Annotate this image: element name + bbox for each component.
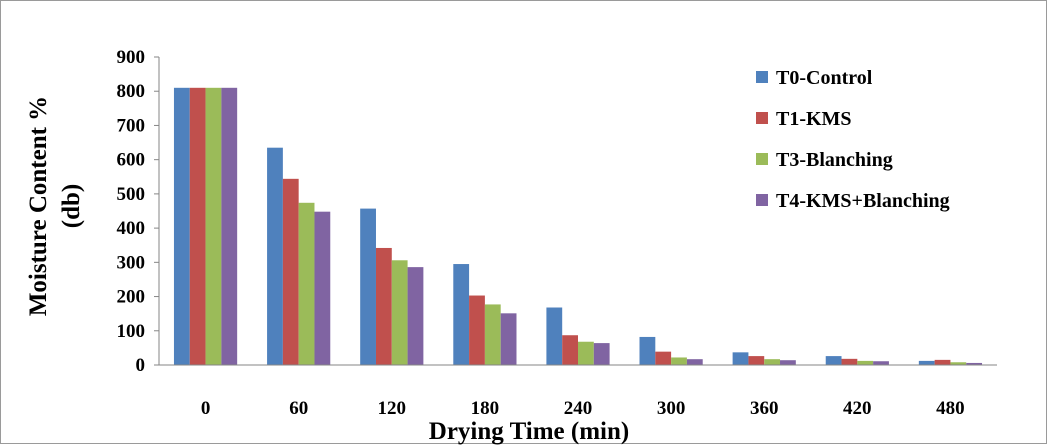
legend-label-t3-blanching: T3-Blanching xyxy=(776,149,893,171)
bar-t0-control-0 xyxy=(173,87,190,366)
x-tick-labels: 0 60 120 180 240 300 360 420 480 xyxy=(201,398,965,419)
x-axis-title: Drying Time (min) xyxy=(429,418,629,445)
legend: T0-Control T1-KMS T3-Blanching T4-KMS+Blanc… xyxy=(756,67,950,212)
bar-t1-kms-300 xyxy=(655,351,672,365)
legend-label-t0-control: T0-Control xyxy=(776,67,873,89)
bar-t1-kms-180 xyxy=(469,295,485,365)
bar-t4-kms-blanching-0 xyxy=(221,87,238,366)
bar-t3-blanching-60 xyxy=(298,202,315,365)
y-tick-label-600: 600 xyxy=(117,150,146,171)
bar-t3-blanching-420 xyxy=(857,360,874,365)
x-tick-label-360: 360 xyxy=(750,398,779,419)
legend-swatch-t3-blanching xyxy=(756,153,768,165)
bar-t3-blanching-180 xyxy=(484,304,501,365)
x-tick-label-300: 300 xyxy=(657,398,686,419)
bar-t3-blanching-120 xyxy=(391,260,408,365)
bar-t3-blanching-360 xyxy=(764,359,781,365)
x-tick-label-180: 180 xyxy=(471,398,500,419)
y-axis-title-line-2: (db) xyxy=(58,184,85,228)
bar-t3-blanching-240 xyxy=(578,341,594,365)
bar-t0-control-480 xyxy=(918,360,935,365)
x-tick-label-60: 60 xyxy=(289,398,308,419)
legend-swatch-t1-kms xyxy=(756,112,768,124)
bar-t0-control-240 xyxy=(546,307,563,365)
y-tick-labels: 0 100 200 300 400 500 600 700 800 900 xyxy=(117,47,146,376)
bar-t3-blanching-480 xyxy=(950,362,967,365)
bar-t0-control-60 xyxy=(267,147,283,365)
bar-t4-kms-blanching-480 xyxy=(966,362,983,365)
axes-layer xyxy=(154,56,997,366)
bar-t4-kms-blanching-120 xyxy=(407,267,424,365)
y-axis-title-line-2-wrapper: (db) xyxy=(58,184,85,228)
x-tick-label-240: 240 xyxy=(564,398,593,419)
y-tick-label-0: 0 xyxy=(136,355,146,376)
y-axis-title-line-1: Moisture Content % xyxy=(25,96,52,316)
bar-t3-blanching-300 xyxy=(671,357,687,365)
y-tick-label-400: 400 xyxy=(117,218,146,239)
bar-t4-kms-blanching-240 xyxy=(593,343,610,365)
legend-label-t1-kms: T1-KMS xyxy=(776,108,852,130)
bar-t4-kms-blanching-420 xyxy=(873,361,889,365)
bar-t4-kms-blanching-60 xyxy=(314,211,331,365)
x-tick-label-120: 120 xyxy=(378,398,407,419)
legend-swatch-t0-control xyxy=(756,71,768,83)
bars-layer xyxy=(173,87,983,366)
bar-t0-control-180 xyxy=(453,264,470,365)
bar-t1-kms-120 xyxy=(375,247,392,365)
y-tick-label-300: 300 xyxy=(117,252,146,273)
bar-t1-kms-420 xyxy=(841,358,858,365)
y-tick-label-100: 100 xyxy=(117,321,146,342)
x-tick-label-0: 0 xyxy=(201,398,211,419)
legend-label-t4-kms-blanching: T4-KMS+Blanching xyxy=(776,190,950,212)
y-axis-title: Moisture Content % xyxy=(25,96,52,316)
legend-swatch-t4-kms-blanching xyxy=(756,194,768,206)
bar-t1-kms-0 xyxy=(189,87,206,366)
y-tick-label-900: 900 xyxy=(117,47,146,68)
y-tick-label-800: 800 xyxy=(117,81,146,102)
bar-t1-kms-360 xyxy=(748,356,765,365)
y-tick-label-500: 500 xyxy=(117,184,146,205)
bar-t4-kms-blanching-300 xyxy=(686,359,703,365)
bar-t1-kms-60 xyxy=(282,178,299,365)
bar-t0-control-120 xyxy=(360,208,376,365)
bar-t4-kms-blanching-180 xyxy=(500,313,517,365)
bar-t0-control-360 xyxy=(732,352,749,365)
bar-t0-control-420 xyxy=(825,356,842,365)
bar-t4-kms-blanching-360 xyxy=(780,360,796,365)
x-tick-label-420: 420 xyxy=(843,398,872,419)
x-tick-label-480: 480 xyxy=(936,398,965,419)
y-tick-label-700: 700 xyxy=(117,115,146,136)
bar-t0-control-300 xyxy=(639,336,656,365)
bar-t1-kms-240 xyxy=(562,335,578,365)
y-tick-label-200: 200 xyxy=(117,287,146,308)
bar-t3-blanching-0 xyxy=(205,87,222,366)
bar-t1-kms-480 xyxy=(934,359,951,365)
